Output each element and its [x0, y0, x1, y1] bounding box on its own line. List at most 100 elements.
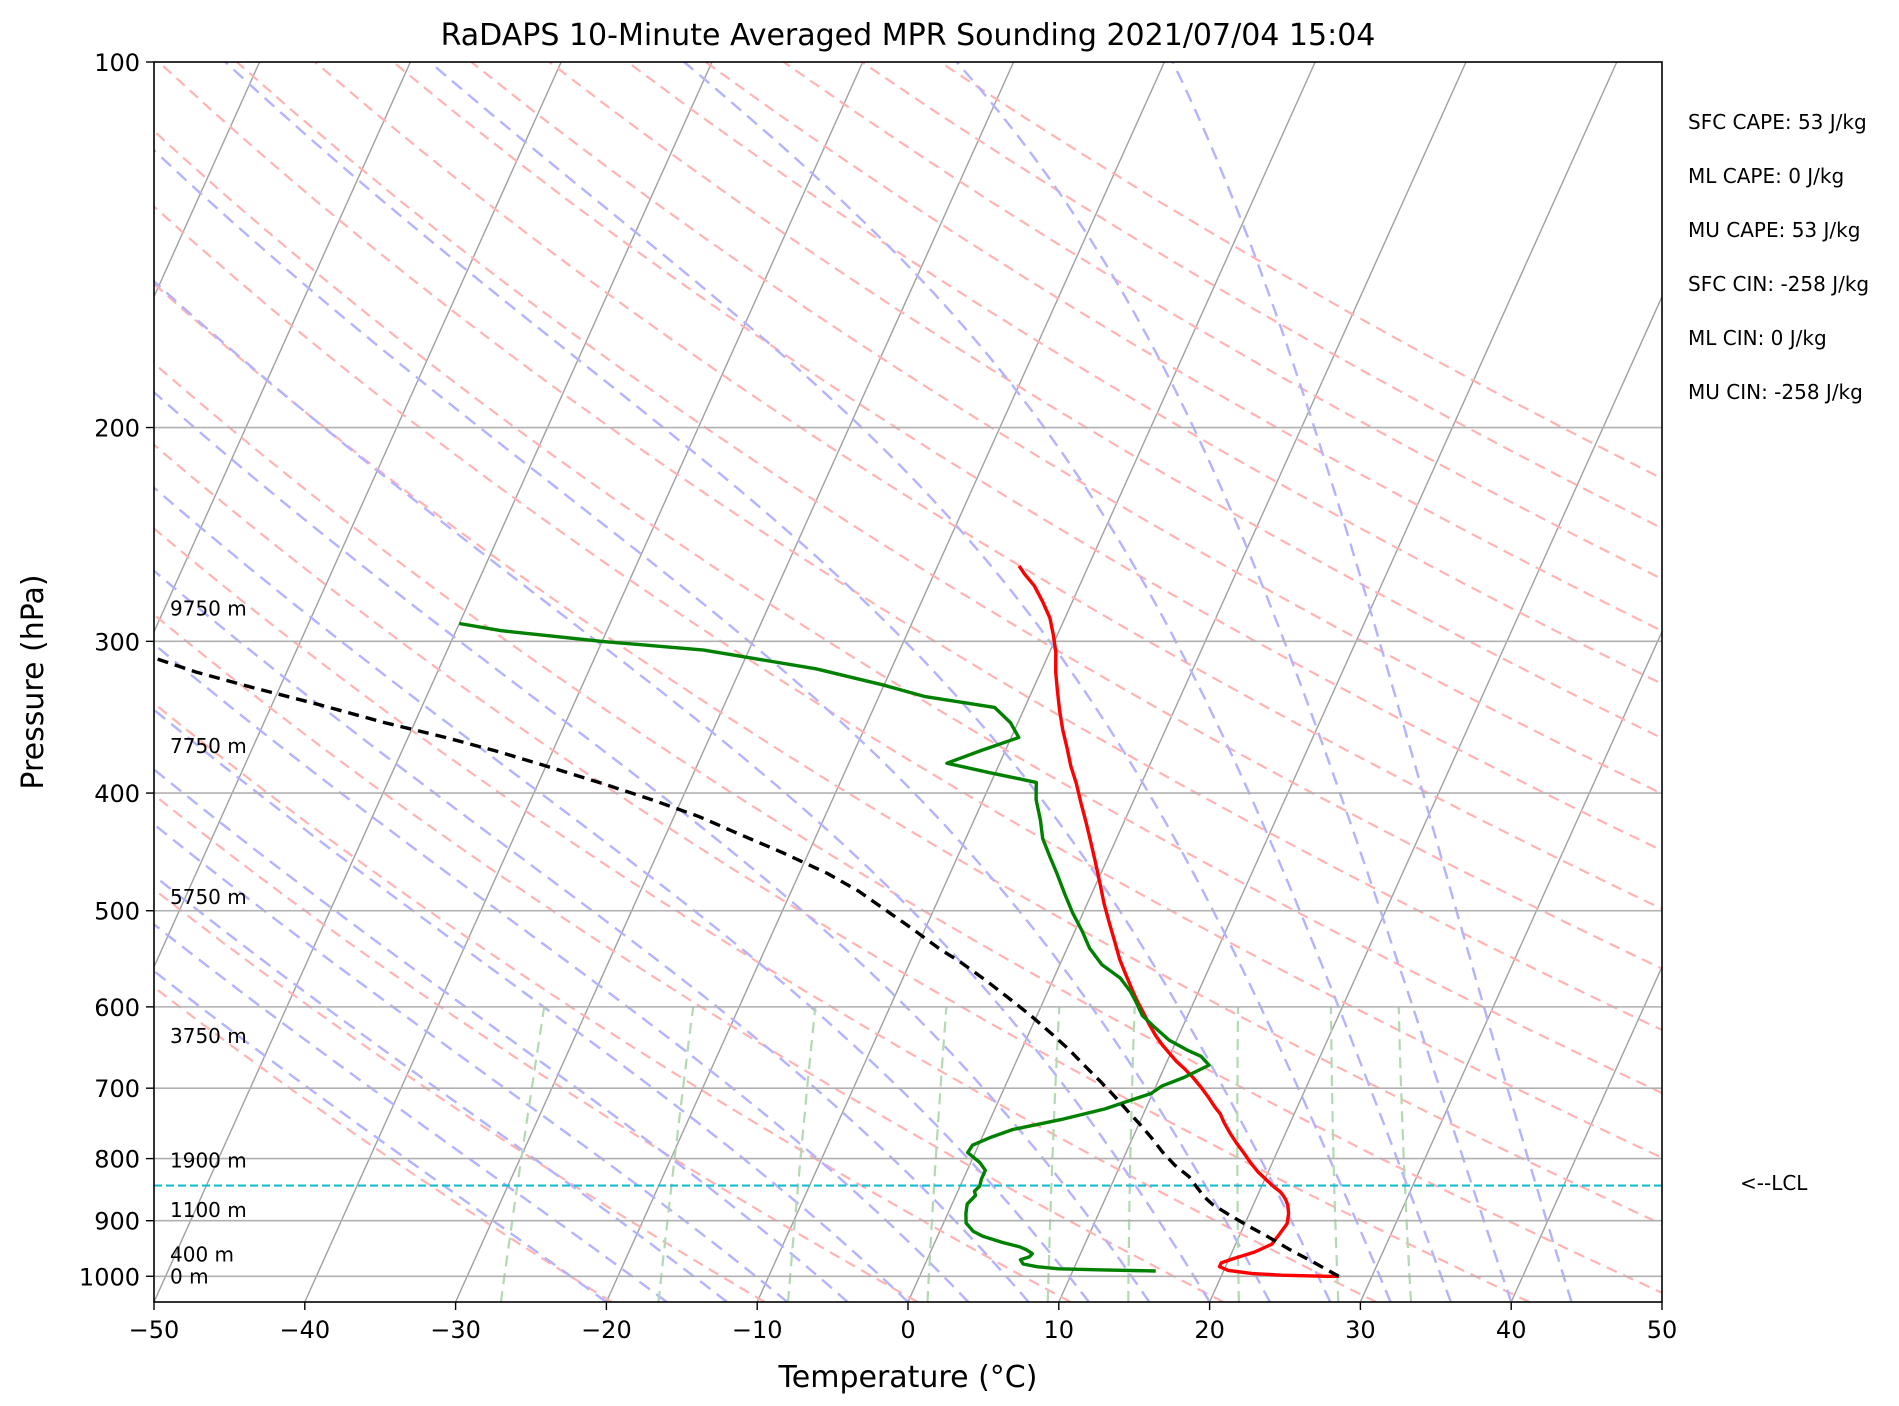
moist-adiabat-line — [154, 569, 1030, 1302]
dry-adiabat-line — [626, 62, 1662, 686]
dry-adiabat-line — [154, 282, 1662, 1226]
moist-adiabat-line — [683, 62, 1453, 1302]
y-tick-label: 1000 — [79, 1263, 140, 1291]
y-tick-label: 100 — [94, 49, 140, 77]
dry-adiabat-line — [154, 985, 613, 1302]
dry-adiabat-line — [470, 62, 1662, 795]
isotherm-line — [1661, 1300, 1662, 1302]
dry-adiabat-line — [158, 62, 1662, 1032]
dewpoint-profile-line — [459, 621, 1211, 1273]
y-tick-label: 500 — [94, 898, 140, 926]
isotherm-line — [1359, 630, 1662, 1302]
lcl-label: <--LCL — [1740, 1171, 1808, 1195]
y-axis-ticks: 100 200 300 400 500 600 700 800 900 1000 — [79, 49, 154, 1291]
height-label: 400 m — [170, 1243, 234, 1267]
stat-annotation: ML CIN: 0 J/kg — [1688, 326, 1827, 350]
parcel-path-line — [154, 656, 1340, 1278]
mixing-ratio-line — [1127, 1006, 1136, 1302]
height-label: 0 m — [170, 1264, 209, 1288]
stat-annotation: MU CIN: -258 J/kg — [1688, 380, 1863, 404]
x-axis-label: Temperature (°C) — [778, 1360, 1038, 1395]
dry-adiabat-line — [154, 793, 919, 1302]
moist-adiabat-line — [428, 62, 1392, 1302]
dry-adiabat-line — [154, 205, 1662, 1159]
dry-adiabat-line — [548, 62, 1662, 740]
dry-adiabat-line — [392, 62, 1662, 852]
chart-title: RaDAPS 10-Minute Averaged MPR Sounding 2… — [441, 18, 1376, 53]
moist-adiabat-line — [154, 708, 909, 1302]
dry-adiabat-line — [314, 62, 1662, 911]
y-tick-label: 600 — [94, 994, 140, 1022]
moist-adiabat-line — [154, 486, 1090, 1302]
dry-adiabat-line — [154, 527, 1377, 1302]
moist-adiabat-line — [1171, 62, 1573, 1302]
isotherm-line — [1510, 965, 1662, 1302]
isotherm-line — [1208, 294, 1662, 1302]
x-tick-label: 40 — [1496, 1316, 1527, 1344]
mixing-ratio-line — [1329, 1006, 1340, 1302]
moist-adiabat-line — [154, 822, 789, 1302]
x-axis-ticks: −50 −40 −30 −20 −10 0 10 20 30 40 50 — [129, 1302, 1678, 1344]
dry-adiabat-line — [154, 129, 1662, 1095]
y-tick-label: 200 — [94, 415, 140, 443]
y-tick-label: 700 — [94, 1075, 140, 1103]
x-tick-label: 10 — [1044, 1316, 1075, 1344]
temperature-profile-line — [1017, 564, 1339, 1278]
x-tick-label: 0 — [900, 1316, 915, 1344]
y-tick-label: 900 — [94, 1208, 140, 1236]
x-tick-label: −10 — [732, 1316, 783, 1344]
isotherm-line — [454, 62, 1015, 1302]
isotherm-line — [154, 62, 713, 1302]
height-label: 3750 m — [170, 1024, 247, 1048]
dry-adiabat-line — [939, 62, 1662, 480]
stat-annotation: ML CAPE: 0 J/kg — [1688, 164, 1844, 188]
dry-adiabat-line — [154, 887, 766, 1302]
x-tick-label: 20 — [1194, 1316, 1225, 1344]
x-tick-label: −30 — [430, 1316, 481, 1344]
y-tick-label: 800 — [94, 1146, 140, 1174]
pressure-gridlines — [154, 426, 1662, 1278]
moist-adiabat-line — [154, 279, 1211, 1302]
height-label: 5750 m — [170, 885, 247, 909]
moist-adiabat-line — [154, 922, 668, 1302]
mixing-ratio-line — [786, 1006, 817, 1302]
dry-adiabat-line — [236, 62, 1662, 970]
moist-adiabat-line — [154, 642, 970, 1302]
isotherm-line — [154, 62, 562, 969]
isotherm-line — [605, 62, 1166, 1302]
background-lines — [154, 62, 1662, 1302]
moist-adiabat-line — [154, 874, 728, 1302]
stat-annotation: SFC CIN: -258 J/kg — [1688, 272, 1869, 296]
stats-annotations: SFC CAPE: 53 J/kg ML CAPE: 0 J/kg MU CAPE:… — [1688, 110, 1869, 404]
dry-adiabat-line — [704, 62, 1662, 633]
dry-adiabat-line — [154, 701, 1072, 1302]
moist-adiabat-line — [154, 969, 608, 1302]
isotherm-line — [907, 62, 1467, 1302]
height-label: 7750 m — [170, 734, 247, 758]
mixing-ratio-line — [926, 1006, 948, 1302]
x-tick-label: −40 — [279, 1316, 330, 1344]
sounding-series — [154, 564, 1662, 1278]
mixing-ratio-line — [499, 1006, 546, 1302]
x-tick-label: 50 — [1647, 1316, 1678, 1344]
moist-adiabat-line — [955, 62, 1513, 1302]
dry-adiabat-line — [154, 613, 1224, 1302]
height-labels: 9750 m 7750 m 5750 m 3750 m 1900 m 1100 m 400 … — [170, 597, 247, 1289]
moist-adiabat-line — [154, 390, 1151, 1302]
height-label: 9750 m — [170, 597, 247, 621]
x-tick-label: −50 — [129, 1316, 180, 1344]
isotherm-line — [154, 62, 412, 634]
x-tick-label: 30 — [1345, 1316, 1376, 1344]
dry-adiabat-line — [783, 62, 1662, 581]
x-tick-label: −20 — [581, 1316, 632, 1344]
mixing-ratio-line — [657, 1006, 695, 1302]
isotherm-line — [1058, 62, 1618, 1302]
mixing-ratio-line — [1236, 1006, 1240, 1302]
dry-adiabat-line — [154, 361, 1662, 1295]
y-axis-label: Pressure (hPa) — [16, 574, 51, 789]
mixing-ratio-line — [1046, 1006, 1061, 1302]
stat-annotation: SFC CAPE: 53 J/kg — [1688, 110, 1867, 134]
y-tick-label: 300 — [94, 628, 140, 656]
moist-adiabat-line — [154, 148, 1271, 1302]
